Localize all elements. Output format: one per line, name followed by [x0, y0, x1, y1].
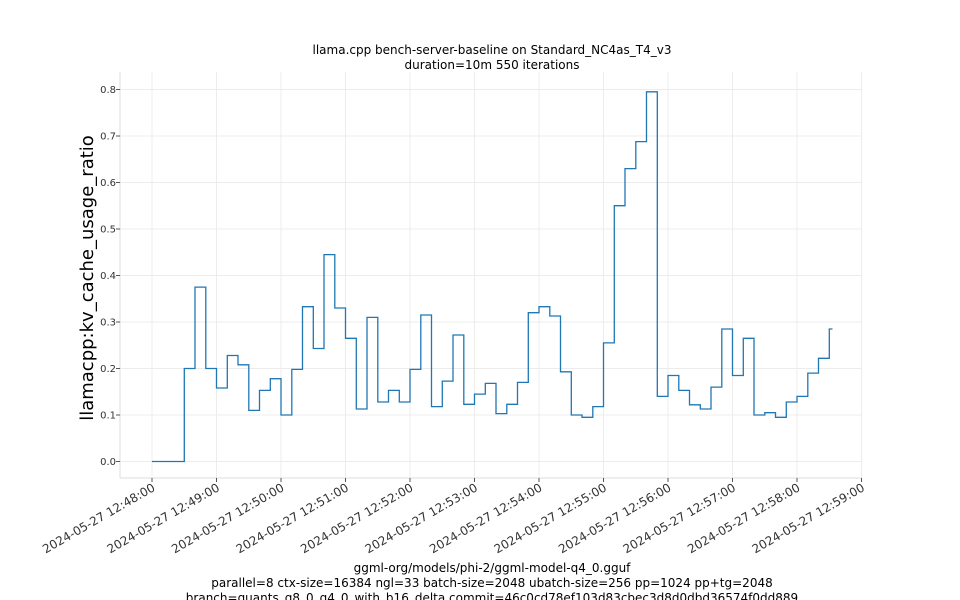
x-tick-label: 2024-05-27 12:50:00: [169, 480, 286, 556]
x-tick-label: 2024-05-27 12:55:00: [492, 480, 609, 556]
x-tick-label: 2024-05-27 12:48:00: [40, 480, 157, 556]
x-axis-label-params: parallel=8 ctx-size=16384 ngl=33 batch-s…: [211, 576, 772, 590]
y-axis-label: llamacpp:kv_cache_usage_ratio: [77, 135, 98, 421]
chart-subtitle: duration=10m 550 iterations: [405, 58, 580, 72]
x-tick-label: 2024-05-27 12:51:00: [234, 480, 351, 556]
y-tick-label: 0.6: [100, 178, 116, 189]
x-axis-label-model: ggml-org/models/phi-2/ggml-model-q4_0.gg…: [354, 561, 632, 575]
x-tick-label: 2024-05-27 12:52:00: [298, 480, 415, 556]
y-tick-label: 0.1: [100, 411, 116, 422]
series-line: [152, 91, 833, 463]
x-tick-label: 2024-05-27 12:57:00: [621, 480, 738, 556]
y-tick-label: 0.5: [100, 225, 116, 236]
x-tick-label: 2024-05-27 12:56:00: [556, 480, 673, 556]
y-tick-label: 0.3: [100, 318, 116, 329]
y-tick-label: 0.4: [100, 271, 116, 282]
chart-title: llama.cpp bench-server-baseline on Stand…: [313, 43, 672, 57]
x-tick-label: 2024-05-27 12:59:00: [750, 480, 867, 556]
x-tick-label: 2024-05-27 12:53:00: [363, 480, 480, 556]
y-ticks: 0.0 0.1 0.2 0.3 0.4 0.5 0.6 0.7 0.8: [100, 85, 120, 468]
x-axis-label-branch: branch=quants_q8_0_q4_0_with_b16_delta c…: [186, 591, 798, 600]
x-tick-label: 2024-05-27 12:58:00: [685, 480, 802, 556]
x-tick-label: 2024-05-27 12:54:00: [427, 480, 544, 556]
y-tick-label: 0.0: [100, 457, 116, 468]
x-tick-label: 2024-05-27 12:49:00: [105, 480, 222, 556]
grid: [120, 72, 862, 478]
y-tick-label: 0.7: [100, 132, 116, 143]
y-tick-label: 0.8: [100, 85, 116, 96]
y-tick-label: 0.2: [100, 364, 116, 375]
